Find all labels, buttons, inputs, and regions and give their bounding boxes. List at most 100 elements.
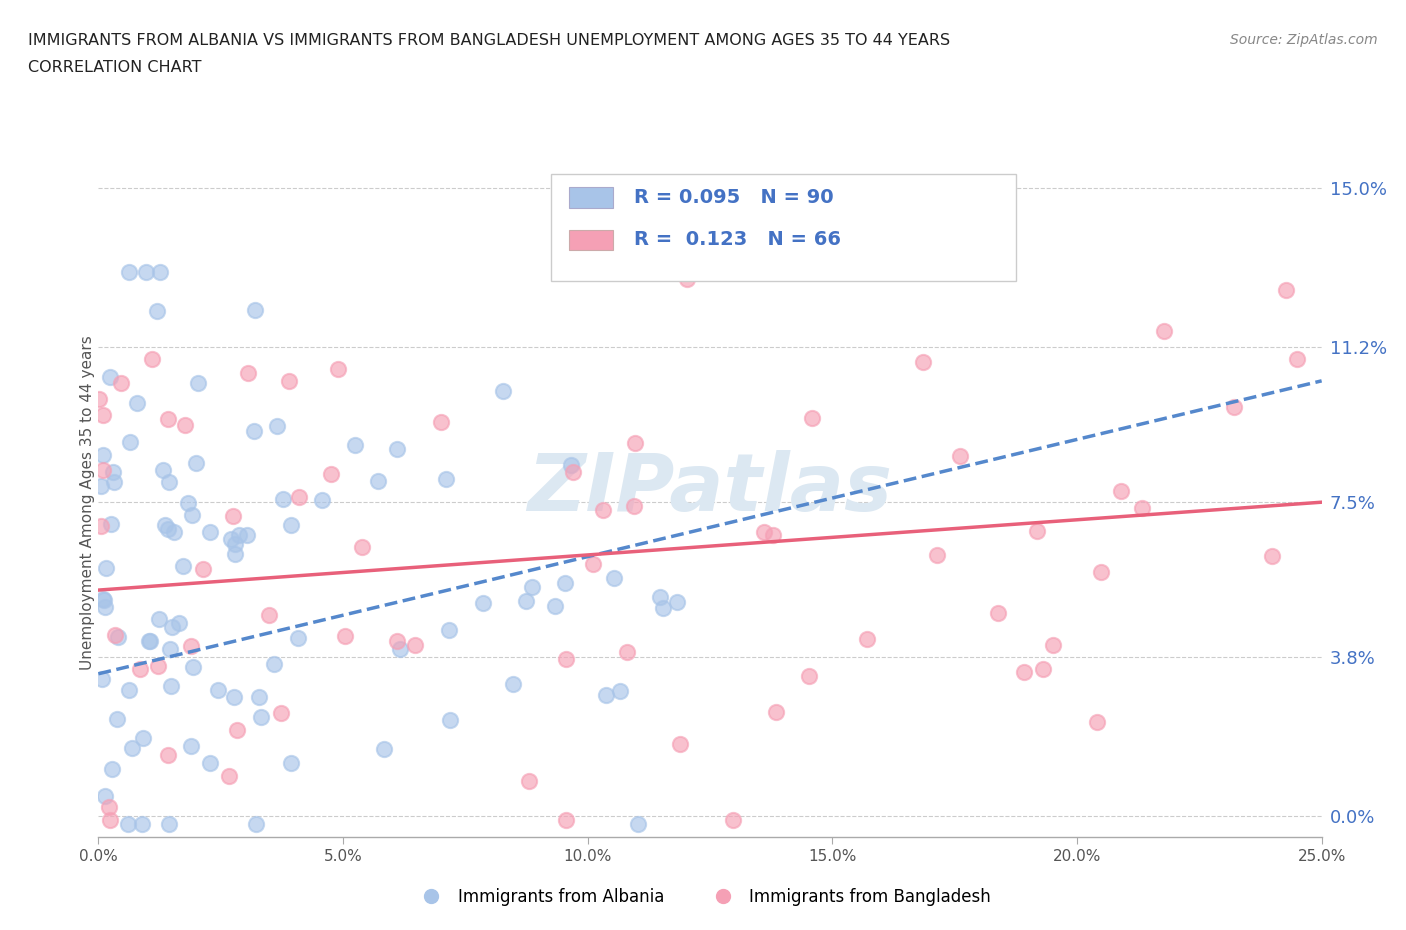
Text: Source: ZipAtlas.com: Source: ZipAtlas.com: [1230, 33, 1378, 46]
Immigrants from Bangladesh: [100, 813, 122, 828]
Immigrants from Bangladesh: [91, 407, 114, 422]
Immigrants from Bangladesh: [157, 412, 180, 427]
Immigrants from Albania: [157, 474, 180, 489]
Immigrants from Bangladesh: [668, 737, 690, 751]
Immigrants from Bangladesh: [221, 508, 243, 523]
Immigrants from Bangladesh: [554, 813, 576, 828]
Immigrants from Bangladesh: [110, 376, 132, 391]
Immigrants from Bangladesh: [1285, 352, 1308, 366]
FancyBboxPatch shape: [551, 174, 1015, 281]
Immigrants from Albania: [560, 458, 582, 472]
Immigrants from Albania: [101, 465, 124, 480]
Immigrants from Albania: [153, 518, 176, 533]
Immigrants from Bangladesh: [616, 644, 638, 659]
Immigrants from Bangladesh: [90, 519, 112, 534]
Immigrants from Albania: [93, 592, 115, 607]
Text: IMMIGRANTS FROM ALBANIA VS IMMIGRANTS FROM BANGLADESH UNEMPLOYMENT AMONG AGES 35: IMMIGRANTS FROM ALBANIA VS IMMIGRANTS FR…: [28, 33, 950, 47]
Immigrants from Albania: [515, 593, 537, 608]
Immigrants from Bangladesh: [1032, 662, 1054, 677]
Immigrants from Albania: [177, 496, 200, 511]
Immigrants from Albania: [522, 579, 544, 594]
Immigrants from Albania: [127, 395, 149, 410]
Immigrants from Bangladesh: [797, 669, 820, 684]
Immigrants from Bangladesh: [1130, 500, 1153, 515]
Text: R =  0.123   N = 66: R = 0.123 N = 66: [634, 231, 841, 249]
Immigrants from Albania: [91, 591, 114, 606]
Immigrants from Bangladesh: [352, 539, 374, 554]
Text: CORRELATION CHART: CORRELATION CHART: [28, 60, 201, 75]
Immigrants from Albania: [250, 710, 273, 724]
Immigrants from Albania: [118, 683, 141, 698]
Immigrants from Bangladesh: [1223, 400, 1246, 415]
Immigrants from Bangladesh: [148, 658, 170, 673]
Immigrants from Albania: [163, 525, 186, 539]
Immigrants from Albania: [139, 633, 162, 648]
Immigrants from Bangladesh: [430, 415, 453, 430]
Immigrants from Bangladesh: [624, 435, 647, 450]
Immigrants from Albania: [160, 678, 183, 693]
Immigrants from Albania: [609, 684, 631, 698]
Immigrants from Albania: [132, 730, 155, 745]
Immigrants from Bangladesh: [561, 464, 583, 479]
Immigrants from Albania: [224, 537, 246, 551]
Immigrants from Bangladesh: [218, 769, 240, 784]
Immigrants from Bangladesh: [1090, 565, 1112, 579]
Immigrants from Bangladesh: [226, 723, 249, 737]
Immigrants from Albania: [437, 623, 460, 638]
Immigrants from Albania: [98, 369, 121, 384]
Immigrants from Bangladesh: [765, 704, 787, 719]
Immigrants from Albania: [90, 478, 112, 493]
Immigrants from Albania: [245, 817, 267, 832]
Immigrants from Albania: [665, 595, 688, 610]
Immigrants from Albania: [228, 528, 250, 543]
FancyBboxPatch shape: [569, 188, 613, 207]
Immigrants from Albania: [502, 677, 524, 692]
Immigrants from Albania: [93, 788, 115, 803]
Immigrants from Bangladesh: [288, 489, 311, 504]
Immigrants from Albania: [159, 817, 181, 832]
Immigrants from Albania: [554, 576, 576, 591]
Immigrants from Albania: [121, 741, 143, 756]
Immigrants from Albania: [243, 302, 266, 317]
Y-axis label: Unemployment Among Ages 35 to 44 years: Unemployment Among Ages 35 to 44 years: [80, 335, 94, 670]
Immigrants from Albania: [118, 434, 141, 449]
Immigrants from Bangladesh: [948, 448, 970, 463]
Immigrants from Bangladesh: [675, 272, 697, 286]
Immigrants from Albania: [152, 462, 174, 477]
Immigrants from Bangladesh: [128, 662, 150, 677]
Immigrants from Albania: [131, 817, 153, 832]
Immigrants from Bangladesh: [623, 498, 645, 513]
Text: R = 0.095   N = 90: R = 0.095 N = 90: [634, 188, 834, 207]
Immigrants from Albania: [90, 671, 112, 686]
Immigrants from Albania: [343, 437, 366, 452]
Text: ZIPatlas: ZIPatlas: [527, 450, 893, 528]
Immigrants from Albania: [101, 761, 124, 776]
Immigrants from Albania: [167, 616, 190, 631]
Immigrants from Albania: [219, 532, 242, 547]
Immigrants from Albania: [207, 683, 229, 698]
Immigrants from Albania: [172, 559, 194, 574]
Immigrants from Albania: [94, 561, 117, 576]
Immigrants from Albania: [105, 711, 128, 726]
Immigrants from Bangladesh: [141, 352, 163, 366]
Legend: Immigrants from Albania, Immigrants from Bangladesh: Immigrants from Albania, Immigrants from…: [408, 881, 998, 912]
Immigrants from Albania: [271, 491, 294, 506]
Immigrants from Albania: [648, 589, 671, 604]
Immigrants from Bangladesh: [1042, 638, 1064, 653]
Immigrants from Albania: [367, 473, 389, 488]
Immigrants from Albania: [107, 630, 129, 644]
Immigrants from Albania: [156, 522, 179, 537]
Immigrants from Albania: [247, 690, 270, 705]
Immigrants from Albania: [472, 596, 495, 611]
Immigrants from Albania: [148, 612, 170, 627]
Immigrants from Albania: [652, 600, 675, 615]
Immigrants from Bangladesh: [326, 362, 349, 377]
Immigrants from Albania: [266, 418, 288, 433]
Immigrants from Bangladesh: [801, 411, 824, 426]
Immigrants from Albania: [135, 265, 157, 280]
Immigrants from Bangladesh: [238, 365, 260, 380]
Immigrants from Albania: [117, 817, 139, 832]
Immigrants from Albania: [627, 817, 650, 832]
Immigrants from Bangladesh: [582, 556, 605, 571]
Immigrants from Albania: [280, 755, 302, 770]
